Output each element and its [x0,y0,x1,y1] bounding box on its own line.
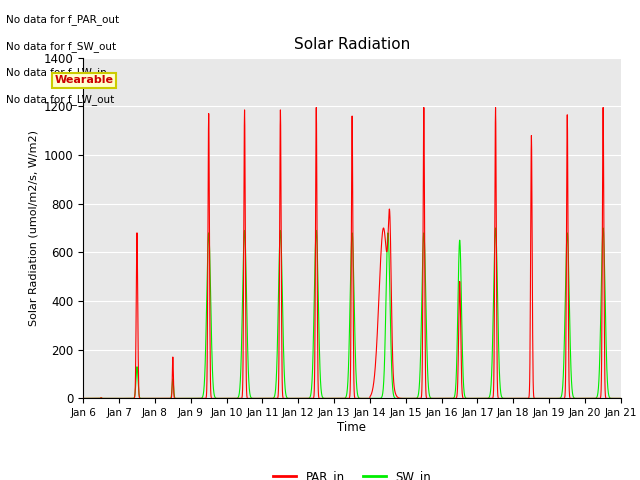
Text: Wearable: Wearable [54,75,113,85]
Title: Solar Radiation: Solar Radiation [294,37,410,52]
Text: No data for f_SW_out: No data for f_SW_out [6,41,116,52]
Text: No data for f_PAR_out: No data for f_PAR_out [6,14,120,25]
Text: No data for f_LW_in: No data for f_LW_in [6,67,107,78]
X-axis label: Time: Time [337,421,367,434]
Legend: PAR_in, SW_in: PAR_in, SW_in [268,466,436,480]
Y-axis label: Solar Radiation (umol/m2/s, W/m2): Solar Radiation (umol/m2/s, W/m2) [28,130,38,326]
Text: No data for f_LW_out: No data for f_LW_out [6,94,115,105]
